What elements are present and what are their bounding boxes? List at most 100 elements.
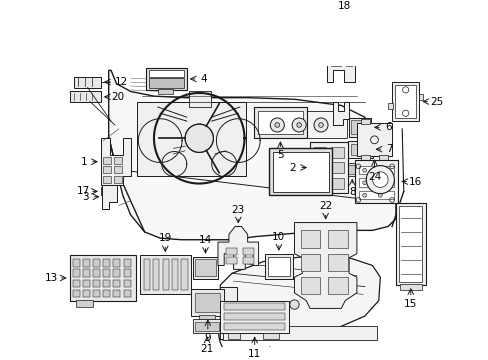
Polygon shape <box>333 102 348 125</box>
Bar <box>327 277 347 294</box>
Bar <box>195 293 220 312</box>
Bar <box>398 206 422 282</box>
Bar <box>103 290 110 297</box>
Bar <box>360 119 369 124</box>
Bar <box>263 333 278 339</box>
Bar <box>243 248 253 255</box>
Bar <box>103 166 111 174</box>
Text: 23: 23 <box>231 205 244 215</box>
Bar <box>395 203 425 285</box>
Bar <box>113 290 120 297</box>
Text: 21: 21 <box>200 344 213 354</box>
Polygon shape <box>102 185 116 208</box>
Circle shape <box>378 181 382 185</box>
Text: 20: 20 <box>111 92 124 102</box>
Bar <box>418 94 423 100</box>
Bar <box>350 144 368 155</box>
Bar <box>73 269 80 277</box>
Bar <box>114 157 122 164</box>
Bar <box>113 280 120 287</box>
Bar <box>267 257 289 276</box>
Text: 5: 5 <box>277 150 283 161</box>
Bar <box>73 259 80 267</box>
Bar <box>359 166 394 174</box>
Bar <box>93 259 100 267</box>
Text: 7: 7 <box>386 144 392 154</box>
Bar <box>140 255 190 294</box>
Bar <box>359 190 394 199</box>
Bar <box>181 259 187 291</box>
Text: 11: 11 <box>247 349 261 359</box>
Bar <box>378 156 387 161</box>
Bar <box>74 77 101 87</box>
Bar <box>76 300 93 307</box>
Bar <box>69 255 136 301</box>
Bar <box>93 269 100 277</box>
Polygon shape <box>326 23 369 82</box>
Bar <box>327 230 347 248</box>
Bar <box>83 280 90 287</box>
Bar <box>257 111 303 134</box>
Text: 17: 17 <box>76 186 89 196</box>
Text: 24: 24 <box>367 171 380 181</box>
Bar <box>153 259 159 291</box>
Circle shape <box>366 166 394 194</box>
Text: 1: 1 <box>80 157 87 167</box>
Bar <box>253 107 306 138</box>
Bar <box>356 123 391 156</box>
Bar <box>103 176 111 183</box>
Bar <box>146 68 186 90</box>
Circle shape <box>313 118 327 132</box>
Bar <box>220 301 288 333</box>
Bar <box>195 259 215 276</box>
Bar <box>193 319 221 333</box>
Bar <box>83 269 90 277</box>
Bar <box>123 280 130 287</box>
Bar <box>360 156 369 161</box>
Bar <box>313 178 326 189</box>
Text: 10: 10 <box>272 231 285 242</box>
Bar <box>199 315 214 323</box>
Bar <box>348 118 370 137</box>
Polygon shape <box>101 138 130 185</box>
Bar <box>69 91 101 102</box>
Bar <box>264 111 346 138</box>
Bar <box>351 120 368 134</box>
Polygon shape <box>218 226 258 269</box>
Text: 9: 9 <box>204 333 211 343</box>
Bar <box>345 163 359 176</box>
Bar <box>123 269 130 277</box>
Text: 15: 15 <box>403 299 417 309</box>
Bar <box>158 89 173 94</box>
Text: 16: 16 <box>408 177 421 186</box>
Text: 8: 8 <box>348 187 355 197</box>
Bar <box>93 290 100 297</box>
Bar <box>224 313 285 320</box>
Bar <box>113 269 120 277</box>
Circle shape <box>185 124 213 152</box>
Circle shape <box>278 120 282 125</box>
Circle shape <box>296 123 301 127</box>
Text: 6: 6 <box>384 122 391 132</box>
Bar <box>347 141 372 158</box>
Bar <box>222 325 376 339</box>
Text: 14: 14 <box>199 235 212 245</box>
Bar <box>330 162 343 174</box>
Circle shape <box>372 172 387 188</box>
Bar <box>309 142 347 193</box>
Circle shape <box>362 193 366 197</box>
Text: 4: 4 <box>200 74 207 84</box>
Text: 25: 25 <box>430 96 443 107</box>
Bar <box>225 257 236 264</box>
Bar <box>114 176 122 183</box>
Bar <box>359 178 394 186</box>
Bar <box>172 259 178 291</box>
Bar <box>327 254 347 271</box>
Circle shape <box>378 168 382 172</box>
Bar <box>137 102 245 176</box>
Circle shape <box>378 193 382 197</box>
Circle shape <box>270 118 284 132</box>
Bar <box>148 78 184 87</box>
Bar <box>330 59 340 67</box>
Polygon shape <box>294 222 356 309</box>
